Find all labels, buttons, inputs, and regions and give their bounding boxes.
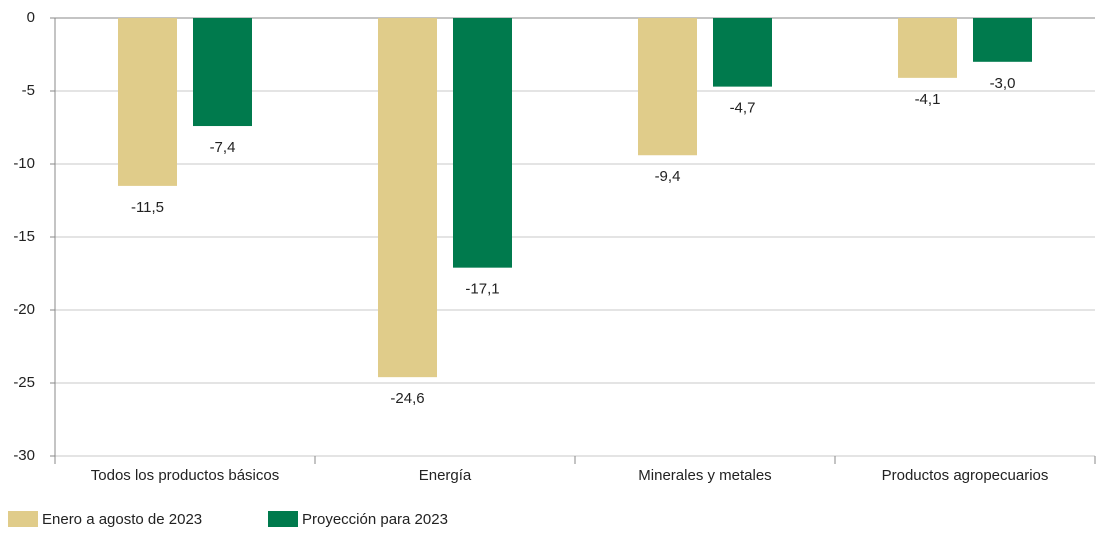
- legend-swatch: [8, 511, 38, 527]
- value-label: -24,6: [390, 390, 424, 407]
- bar: [193, 18, 252, 127]
- legend-swatch: [268, 511, 298, 527]
- bar: [713, 18, 772, 87]
- y-tick-label: -10: [13, 155, 35, 172]
- y-tick-label: -15: [13, 228, 35, 245]
- bar: [118, 18, 177, 186]
- x-tick-label: Minerales y metales: [638, 467, 771, 484]
- legend-label: Proyección para 2023: [302, 511, 448, 528]
- value-label: -17,1: [465, 281, 499, 298]
- value-label: -11,5: [131, 199, 164, 216]
- value-label: -4,7: [730, 100, 756, 117]
- value-label: -4,1: [915, 91, 941, 108]
- x-tick-label: Productos agropecuarios: [882, 467, 1049, 484]
- y-tick-label: -25: [13, 374, 35, 391]
- y-tick-label: 0: [27, 9, 35, 26]
- value-label: -3,0: [990, 75, 1016, 92]
- bar: [378, 18, 437, 378]
- legend-label: Enero a agosto de 2023: [42, 511, 202, 528]
- y-tick-label: -5: [22, 82, 35, 99]
- bar: [898, 18, 957, 78]
- bar: [638, 18, 697, 156]
- y-tick-label: -30: [13, 447, 35, 464]
- y-tick-label: -20: [13, 301, 35, 318]
- bar: [973, 18, 1032, 62]
- x-tick-label: Todos los productos básicos: [91, 467, 279, 484]
- x-tick-label: Energía: [419, 467, 472, 484]
- bar: [453, 18, 512, 268]
- value-label: -7,4: [210, 139, 236, 156]
- value-label: -9,4: [655, 168, 681, 185]
